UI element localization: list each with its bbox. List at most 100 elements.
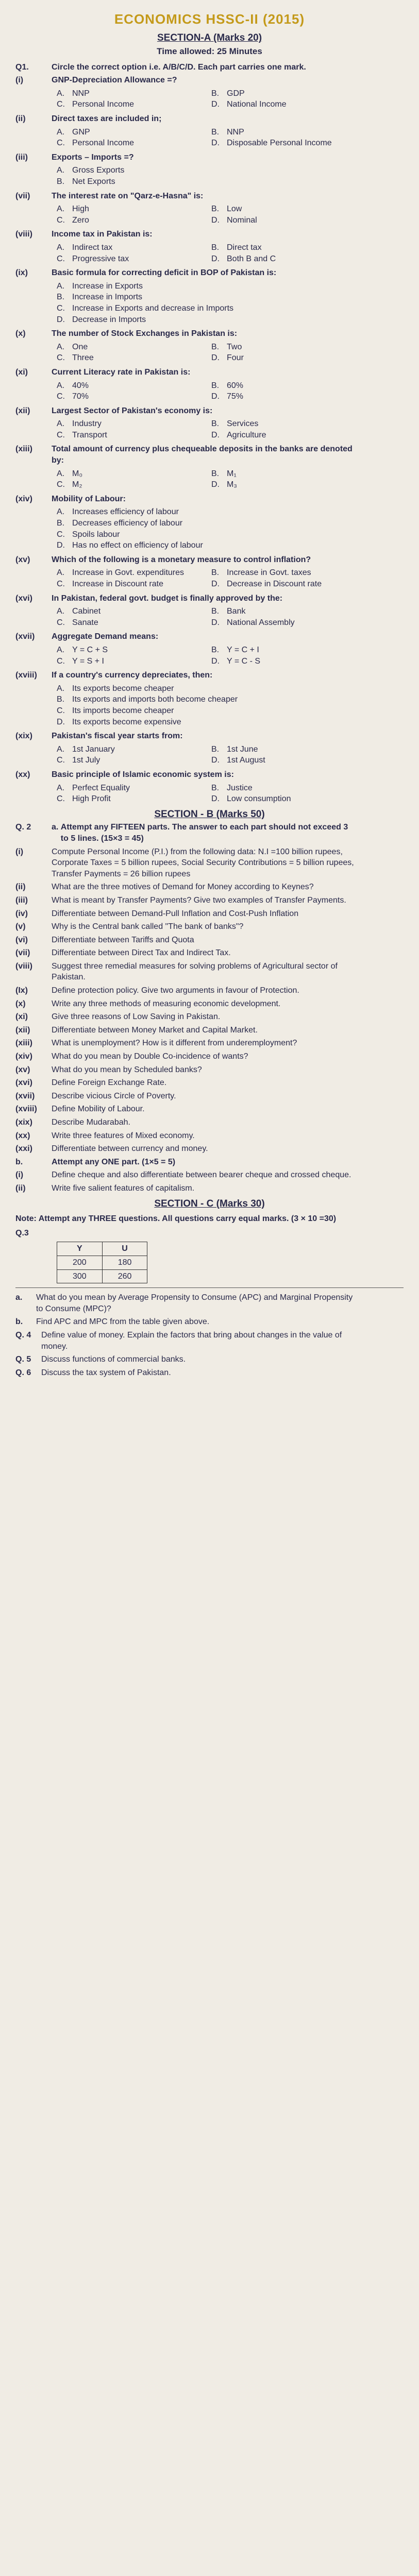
part-roman: (ix)	[15, 267, 52, 279]
q2a-label: a.	[52, 823, 58, 832]
mcq-option: A.Cabinet	[57, 606, 211, 617]
mcq-option: A.High	[57, 204, 211, 215]
section-a-header: SECTION-A (Marks 20)	[15, 31, 404, 45]
part-roman: (xx)	[15, 769, 52, 781]
mcq-option: B.Services	[211, 418, 366, 430]
table-h2: U	[102, 1242, 147, 1256]
q4-label: Q. 4	[15, 1330, 41, 1341]
exam-title: ECONOMICS HSSC-II (2015)	[15, 10, 404, 28]
part-roman: (xii)	[15, 1025, 52, 1036]
part-roman: (xvii)	[15, 1091, 52, 1102]
part-text: Why is the Central bank called "The bank…	[52, 921, 361, 933]
part-roman: (xvi)	[15, 1077, 52, 1089]
mcq-option: A.GNP	[57, 127, 211, 138]
part-roman: (vi)	[15, 935, 52, 946]
q3b-label: b.	[15, 1316, 36, 1328]
part-stem: Which of the following is a monetary mea…	[52, 554, 361, 566]
q3-num: Q.3	[15, 1228, 52, 1239]
part-roman: (x)	[15, 328, 52, 340]
q6-text: Discuss the tax system of Pakistan.	[41, 1367, 366, 1379]
q1-num: Q1.	[15, 62, 52, 73]
mcq-option: D.Decrease in Discount rate	[211, 579, 366, 590]
q3b-text: Find APC and MPC from the table given ab…	[36, 1316, 361, 1328]
part-stem: The interest rate on "Qarz-e-Hasna" is:	[52, 191, 361, 202]
mcq-option: B.GDP	[211, 88, 366, 99]
part-text: Write three features of Mixed economy.	[52, 1130, 361, 1142]
mcq-option: A.1st January	[57, 744, 211, 755]
part-roman: (ii)	[15, 882, 52, 893]
mcq-option: B.M₁	[211, 468, 366, 480]
part-roman: (xv)	[15, 1064, 52, 1076]
mcq-option: A.Its exports become cheaper	[57, 683, 404, 694]
mcq-option: A.Y = C + S	[57, 645, 211, 656]
section-c-header: SECTION - C (Marks 30)	[15, 1197, 404, 1211]
time-allowed: Time allowed: 25 Minutes	[15, 46, 404, 58]
q3a-label: a.	[15, 1292, 36, 1303]
mcq-option: A.Perfect Equality	[57, 783, 211, 794]
mcq-option: D.National Assembly	[211, 617, 366, 629]
mcq-option: C.Sanate	[57, 617, 211, 629]
part-stem: If a country's currency depreciates, the…	[52, 670, 361, 681]
mcq-option: A.M₀	[57, 468, 211, 480]
part-text: Describe Mudarabah.	[52, 1117, 361, 1128]
part-text: Suggest three remedial measures for solv…	[52, 961, 361, 983]
q2a-instr: Attempt any FIFTEEN parts. The answer to…	[61, 822, 349, 844]
part-roman: (iv)	[15, 908, 52, 920]
part-roman: (iii)	[15, 152, 52, 163]
part-stem: Total amount of currency plus chequeable…	[52, 444, 361, 466]
part-roman: (i)	[15, 1170, 52, 1181]
part-stem: Direct taxes are included in;	[52, 113, 361, 125]
part-text: Differentiate between currency and money…	[52, 1143, 361, 1155]
part-roman: (xix)	[15, 731, 52, 742]
mcq-option: C.70%	[57, 391, 211, 402]
part-stem: Current Literacy rate in Pakistan is:	[52, 367, 361, 378]
mcq-option: D.Its exports become expensive	[57, 717, 404, 728]
part-roman: (xvi)	[15, 593, 52, 604]
mcq-option: C.Three	[57, 352, 211, 364]
mcq-option: C.Increase in Discount rate	[57, 579, 211, 590]
mcq-option: A.Increase in Govt. expenditures	[57, 567, 211, 579]
section-b-header: SECTION - B (Marks 50)	[15, 808, 404, 821]
mcq-option: B.60%	[211, 380, 366, 392]
mcq-option: D.1st August	[211, 755, 366, 766]
q2-num: Q. 2	[15, 822, 52, 833]
mcq-option: A.One	[57, 342, 211, 353]
mcq-option: D.Disposable Personal Income	[211, 138, 366, 149]
mcq-option: B.Increase in Govt. taxes	[211, 567, 366, 579]
table-cell: 200	[57, 1256, 103, 1269]
part-text: What is unemployment? How is it differen…	[52, 1038, 361, 1049]
part-stem: GNP-Depreciation Allowance =?	[52, 75, 361, 86]
q4-text: Define value of money. Explain the facto…	[41, 1330, 366, 1352]
mcq-option: B.Net Exports	[57, 176, 404, 188]
part-roman: (xiii)	[15, 1038, 52, 1049]
mcq-option: D.Nominal	[211, 215, 366, 226]
mcq-option: A.Indirect tax	[57, 242, 211, 253]
part-text: What are the three motives of Demand for…	[52, 882, 361, 893]
part-stem: Aggregate Demand means:	[52, 631, 361, 642]
part-roman: (xiv)	[15, 494, 52, 505]
part-stem: Basic formula for correcting deficit in …	[52, 267, 361, 279]
part-roman: (v)	[15, 921, 52, 933]
mcq-option: C.Transport	[57, 430, 211, 441]
mcq-option: B.Bank	[211, 606, 366, 617]
part-text: Write any three methods of measuring eco…	[52, 998, 361, 1010]
q5-label: Q. 5	[15, 1354, 41, 1365]
section-c-note: Note: Attempt any THREE questions. All q…	[15, 1213, 404, 1225]
mcq-option: C.Spoils labour	[57, 529, 404, 540]
mcq-option: B.Justice	[211, 783, 366, 794]
mcq-option: D.Y = C - S	[211, 656, 366, 667]
mcq-option: D.Has no effect on efficiency of labour	[57, 540, 404, 551]
table-h1: Y	[57, 1242, 103, 1256]
mcq-option: B.Y = C + I	[211, 645, 366, 656]
part-roman: (ii)	[15, 1183, 52, 1194]
q3a-text: What do you mean by Average Propensity t…	[36, 1292, 361, 1314]
mcq-option: B.Its exports and imports both become ch…	[57, 694, 404, 705]
mcq-option: D.75%	[211, 391, 366, 402]
mcq-option: C.Personal Income	[57, 99, 211, 110]
part-roman: (vii)	[15, 191, 52, 202]
mcq-option: B.Low	[211, 204, 366, 215]
mcq-option: B.NNP	[211, 127, 366, 138]
part-roman: (xviii)	[15, 670, 52, 681]
part-roman: (Ix)	[15, 985, 52, 996]
mcq-option: C.High Profit	[57, 793, 211, 805]
